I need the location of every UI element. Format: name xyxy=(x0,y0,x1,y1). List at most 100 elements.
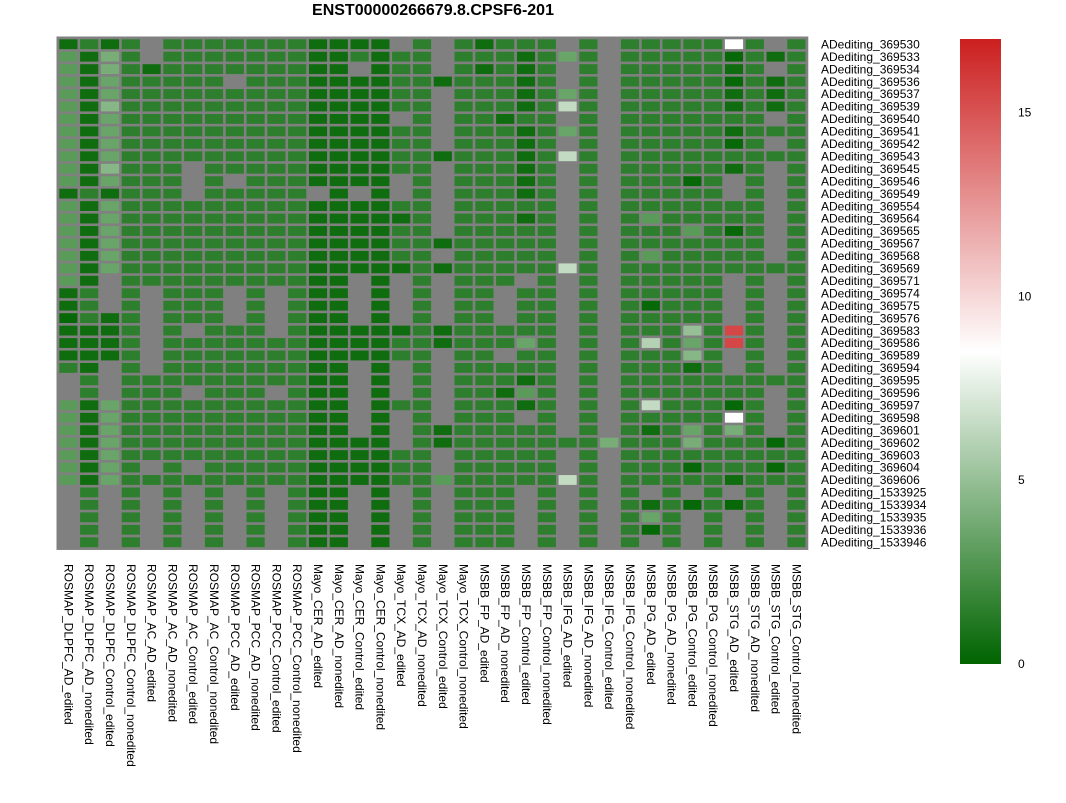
heatmap-cell xyxy=(204,151,224,162)
heatmap-cell xyxy=(433,475,452,485)
heatmap-cell xyxy=(537,188,556,199)
heatmap-cell xyxy=(80,499,99,510)
heatmap-cell xyxy=(787,176,806,187)
heatmap-cell xyxy=(496,101,515,112)
heatmap-cell xyxy=(163,151,182,162)
heatmap-cell xyxy=(288,101,307,112)
heatmap-cell xyxy=(412,450,432,460)
heatmap-cell xyxy=(579,375,598,386)
heatmap-cell xyxy=(454,412,473,423)
heatmap-cell xyxy=(392,313,411,324)
heatmap-cell xyxy=(371,313,390,324)
heatmap-cell xyxy=(745,51,764,62)
heatmap-cell xyxy=(766,300,785,311)
heatmap-cell xyxy=(100,400,120,411)
heatmap-cell xyxy=(787,213,806,224)
heatmap-cell xyxy=(350,114,369,124)
heatmap-cell xyxy=(579,300,598,311)
heatmap-cell xyxy=(475,537,494,548)
heatmap-cell xyxy=(329,201,348,211)
heatmap-cell xyxy=(454,263,473,274)
row-label: ADediting_369536 xyxy=(821,75,920,89)
heatmap-cell xyxy=(641,412,660,423)
heatmap-cell xyxy=(392,176,411,187)
heatmap-cell xyxy=(683,151,702,162)
heatmap-cell xyxy=(288,64,307,75)
heatmap-cell xyxy=(142,325,161,336)
heatmap-cell xyxy=(454,250,473,261)
heatmap-cell xyxy=(704,400,723,411)
legend-color-bar xyxy=(960,39,1001,664)
heatmap-cell xyxy=(620,425,640,436)
heatmap-cell xyxy=(600,39,619,50)
heatmap-cell xyxy=(329,263,348,274)
heatmap-cell xyxy=(516,250,536,261)
heatmap-cell xyxy=(412,89,432,99)
heatmap-cell xyxy=(163,350,182,361)
heatmap-cell xyxy=(246,201,265,211)
heatmap-cell xyxy=(620,163,640,174)
heatmap-cell xyxy=(787,300,806,311)
heatmap-cell xyxy=(59,437,78,448)
heatmap-cell xyxy=(329,512,348,523)
heatmap-cell xyxy=(766,475,785,485)
heatmap-cell xyxy=(204,325,224,336)
heatmap-cell xyxy=(350,76,369,87)
heatmap-cell xyxy=(766,176,785,187)
heatmap-cell xyxy=(267,213,286,224)
heatmap-cell xyxy=(371,126,390,137)
heatmap-cell xyxy=(288,375,307,386)
heatmap-cell xyxy=(766,238,785,249)
heatmap-cell xyxy=(620,288,640,299)
heatmap-cell xyxy=(766,338,785,348)
heatmap-cell xyxy=(579,138,598,149)
row-label: ADediting_369589 xyxy=(821,349,920,363)
heatmap-cell xyxy=(662,288,681,299)
heatmap-cell xyxy=(454,450,473,460)
heatmap-cell xyxy=(308,138,328,149)
heatmap-cell xyxy=(412,400,432,411)
heatmap-cell xyxy=(392,114,411,124)
heatmap-cell xyxy=(80,450,99,460)
heatmap-cell xyxy=(537,350,556,361)
heatmap-cell xyxy=(288,475,307,485)
row-label: ADediting_369597 xyxy=(821,398,920,412)
heatmap-cell xyxy=(475,51,494,62)
heatmap-cell xyxy=(412,64,432,75)
heatmap-cell xyxy=(392,537,411,548)
heatmap-cell xyxy=(204,425,224,436)
heatmap-cell xyxy=(80,89,99,99)
heatmap-cell xyxy=(683,462,702,473)
column-label: ROSMAP_AC_Control_nonedited xyxy=(207,564,221,744)
heatmap-cell xyxy=(641,114,660,124)
heatmap-cell xyxy=(329,126,348,137)
heatmap-cell xyxy=(558,101,577,112)
heatmap-cell xyxy=(745,213,764,224)
heatmap-cell xyxy=(433,400,452,411)
heatmap-cell xyxy=(267,325,286,336)
heatmap-cell xyxy=(704,450,723,460)
row-label: ADediting_369586 xyxy=(821,336,920,350)
heatmap-cell xyxy=(579,226,598,236)
heatmap-cell xyxy=(724,450,744,460)
heatmap-cell xyxy=(142,537,161,548)
heatmap-cell xyxy=(454,101,473,112)
heatmap-cell xyxy=(392,300,411,311)
heatmap-cell xyxy=(392,138,411,149)
heatmap-cell xyxy=(558,300,577,311)
heatmap-cell xyxy=(724,524,744,535)
heatmap-cell xyxy=(392,387,411,398)
heatmap-cell xyxy=(100,313,120,324)
heatmap-cell xyxy=(704,226,723,236)
heatmap-cell xyxy=(620,375,640,386)
heatmap-cell xyxy=(246,163,265,174)
heatmap-cell xyxy=(537,412,556,423)
heatmap-cell xyxy=(641,51,660,62)
heatmap-cell xyxy=(620,89,640,99)
heatmap-cell xyxy=(412,487,432,498)
heatmap-cell xyxy=(163,201,182,211)
heatmap-cell xyxy=(558,313,577,324)
heatmap-cell xyxy=(142,425,161,436)
heatmap-cell xyxy=(371,39,390,50)
heatmap-cell xyxy=(766,437,785,448)
